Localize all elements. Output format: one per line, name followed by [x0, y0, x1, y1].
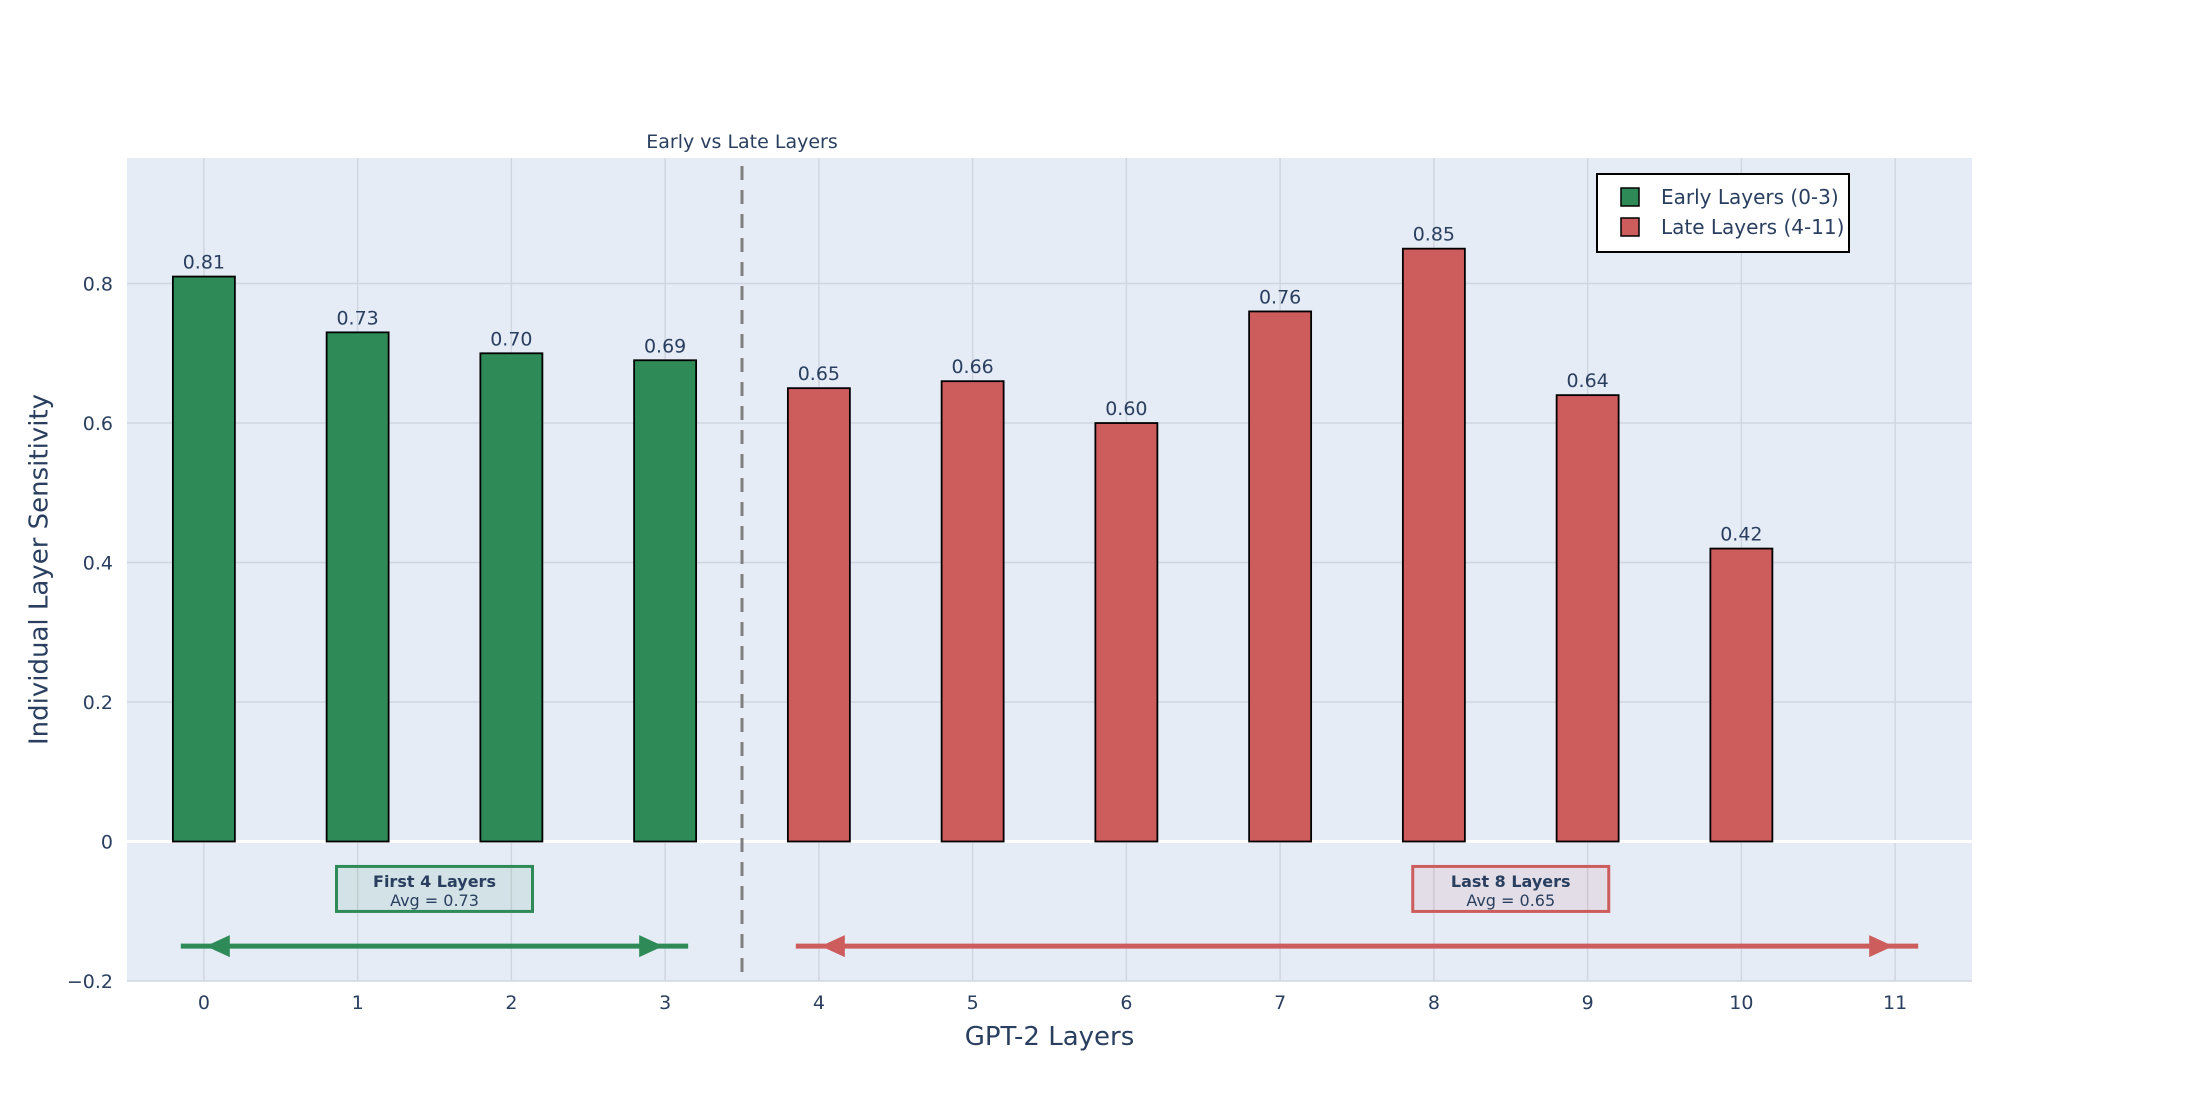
annotation-box — [1411, 864, 1611, 913]
x-tick-label: 4 — [813, 992, 825, 1014]
legend-swatch — [1620, 217, 1640, 237]
x-tick-label: 0 — [198, 992, 210, 1014]
annotation-subtitle: Avg = 0.73 — [390, 891, 479, 910]
bar-value-label: 0.60 — [1105, 398, 1147, 420]
bar-value-label: 0.66 — [951, 356, 993, 378]
bar-value-label: 0.76 — [1259, 286, 1301, 308]
x-tick-label: 3 — [659, 992, 671, 1014]
y-tick-label: 0 — [101, 832, 113, 854]
x-tick-label: 2 — [505, 992, 517, 1014]
bar — [940, 380, 1005, 843]
bar — [171, 275, 236, 843]
bar-value-label: 0.64 — [1566, 370, 1608, 392]
x-tick-label: 7 — [1274, 992, 1286, 1014]
bar-value-label: 0.69 — [644, 335, 686, 357]
bar — [479, 352, 544, 843]
bar — [325, 331, 390, 843]
bar — [1555, 394, 1620, 843]
x-tick-label: 9 — [1582, 992, 1594, 1014]
bar-value-label: 0.42 — [1720, 524, 1762, 546]
x-tick-label: 11 — [1883, 992, 1907, 1014]
y-tick-label: 0.6 — [83, 413, 113, 435]
arrow-head-right-icon — [639, 935, 664, 958]
bar-value-label: 0.81 — [183, 252, 225, 274]
bar — [633, 359, 698, 843]
annotation-box — [335, 864, 534, 913]
y-tick-label: 0.4 — [83, 553, 113, 575]
x-axis-title: GPT-2 Layers — [965, 1022, 1135, 1052]
bar-value-label: 0.85 — [1413, 224, 1455, 246]
bar-value-label: 0.65 — [798, 363, 840, 385]
bar-value-label: 0.70 — [490, 328, 532, 350]
annotation-subtitle: Avg = 0.65 — [1466, 891, 1555, 910]
legend-item-label: Early Layers (0-3) — [1661, 185, 1839, 209]
y-tick-label: 0.2 — [83, 692, 113, 714]
x-tick-label: 8 — [1428, 992, 1440, 1014]
bar-value-label: 0.73 — [336, 307, 378, 329]
arrow-head-left-icon — [205, 935, 230, 958]
arrow-head-left-icon — [820, 935, 845, 958]
y-tick-label: −0.2 — [67, 971, 113, 993]
legend[interactable]: Early Layers (0-3) Late Layers (4-11) — [1596, 173, 1850, 253]
grid-lines — [127, 158, 1972, 982]
bars: 0.81 0.73 0.70 0.69 0.65 0.66 0.60 0.76 0.85 0.64… — [171, 224, 1774, 843]
annotation-title: First 4 Layers — [373, 872, 496, 891]
bar — [1248, 310, 1313, 843]
plot-area — [127, 158, 1972, 981]
bar — [1709, 547, 1774, 843]
annotation-title: Last 8 Layers — [1451, 872, 1571, 891]
legend-item-label: Late Layers (4-11) — [1661, 215, 1844, 239]
x-tick-label: 5 — [967, 992, 979, 1014]
axes: −0.2 0 0.2 0.4 0.6 0.8 0 1 2 3 4 5 6 7 8 9 10 11 — [67, 274, 1907, 1014]
y-tick-label: 0.8 — [83, 274, 113, 296]
arrow-head-right-icon — [1869, 935, 1894, 958]
legend-box — [1596, 173, 1850, 253]
bar — [1094, 422, 1159, 843]
bar — [786, 387, 851, 843]
y-axis-title: Individual Layer Sensitivity — [25, 394, 55, 745]
x-tick-label: 6 — [1120, 992, 1132, 1014]
divider-label: Early vs Late Layers — [646, 131, 837, 153]
bar — [1401, 247, 1466, 843]
x-tick-label: 10 — [1729, 992, 1753, 1014]
legend-swatch — [1620, 187, 1640, 207]
x-tick-label: 1 — [352, 992, 364, 1014]
